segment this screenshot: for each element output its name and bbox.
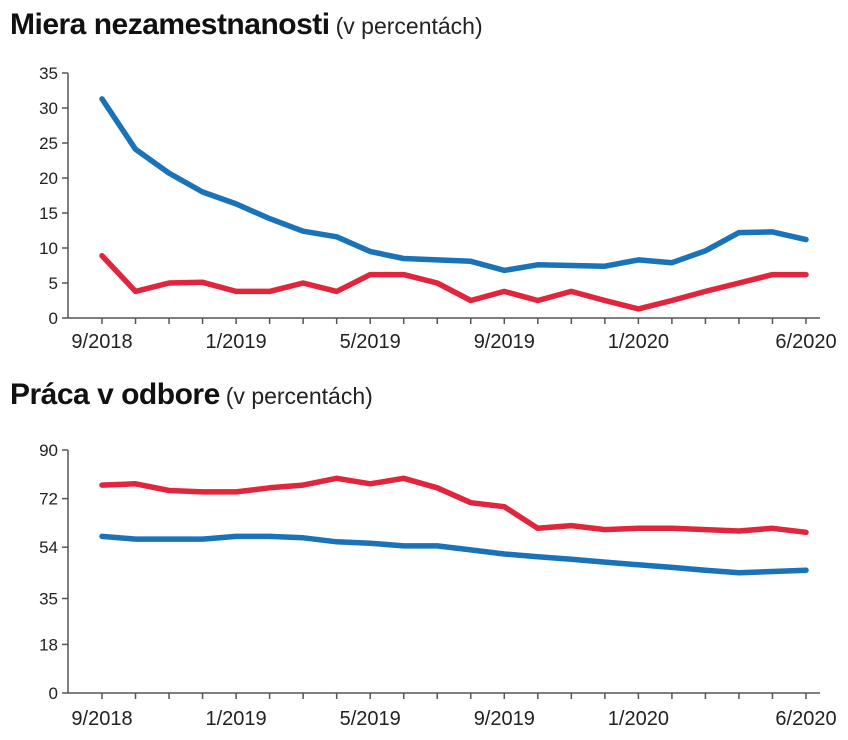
series-line-1 — [99, 252, 809, 312]
y-tick-label: 35 — [39, 590, 58, 609]
y-tick-label: 72 — [39, 490, 58, 509]
x-tick-label: 6/2020 — [775, 331, 836, 353]
chart-title: Miera nezamestnanosti — [10, 8, 330, 41]
y-tick-label: 30 — [39, 99, 58, 118]
series-line-1 — [99, 533, 809, 576]
x-tick-label: 1/2019 — [206, 708, 267, 730]
field-employment-chart: Práca v odbore (v percentách) 0 18 35 54 72 90… — [0, 370, 848, 740]
unemployment-chart: Miera nezamestnanosti (v percentách) 0 5 10… — [10, 8, 837, 353]
y-tick-label: 0 — [49, 684, 58, 703]
chart-title: Práca v odbore — [10, 378, 220, 411]
y-tick-label: 54 — [39, 538, 58, 557]
chart-title-row: Práca v odbore (v percentách) — [10, 378, 373, 412]
series-line-0 — [99, 96, 809, 274]
x-tick-label: 9/2018 — [71, 331, 132, 353]
x-tick-label: 1/2020 — [608, 331, 669, 353]
y-tick-label: 20 — [39, 169, 58, 188]
y-tick-label: 5 — [49, 274, 58, 293]
x-tick-label: 5/2019 — [340, 331, 401, 353]
x-tick-label: 1/2020 — [608, 708, 669, 730]
y-tick-label: 25 — [39, 134, 58, 153]
y-tick-label: 10 — [39, 239, 58, 258]
series-line-0 — [99, 475, 809, 536]
y-tick-label: 90 — [39, 441, 58, 460]
x-tick-label: 5/2019 — [340, 708, 401, 730]
x-tick-label: 1/2019 — [206, 331, 267, 353]
field-employment-plot: 0 18 35 54 72 90 9/2018 1/2019 5/2019 9/2019 1/202… — [39, 441, 837, 730]
y-tick-label: 18 — [39, 635, 58, 654]
chart-subtitle: (v percentách) — [225, 383, 373, 409]
y-tick-label: 35 — [39, 64, 58, 83]
chart-title-row: Miera nezamestnanosti (v percentách) — [10, 8, 483, 42]
x-tick-label: 6/2020 — [775, 708, 836, 730]
chart-subtitle: (v percentách) — [335, 13, 483, 39]
x-tick-label: 9/2019 — [474, 708, 535, 730]
unemployment-plot: 0 5 10 15 20 25 30 35 9/2018 1/2019 5/2019 9/2019 1/… — [39, 64, 837, 353]
y-tick-label: 15 — [39, 204, 58, 223]
y-tick-label: 0 — [49, 309, 58, 328]
x-tick-label: 9/2019 — [474, 331, 535, 353]
x-tick-label: 9/2018 — [71, 708, 132, 730]
